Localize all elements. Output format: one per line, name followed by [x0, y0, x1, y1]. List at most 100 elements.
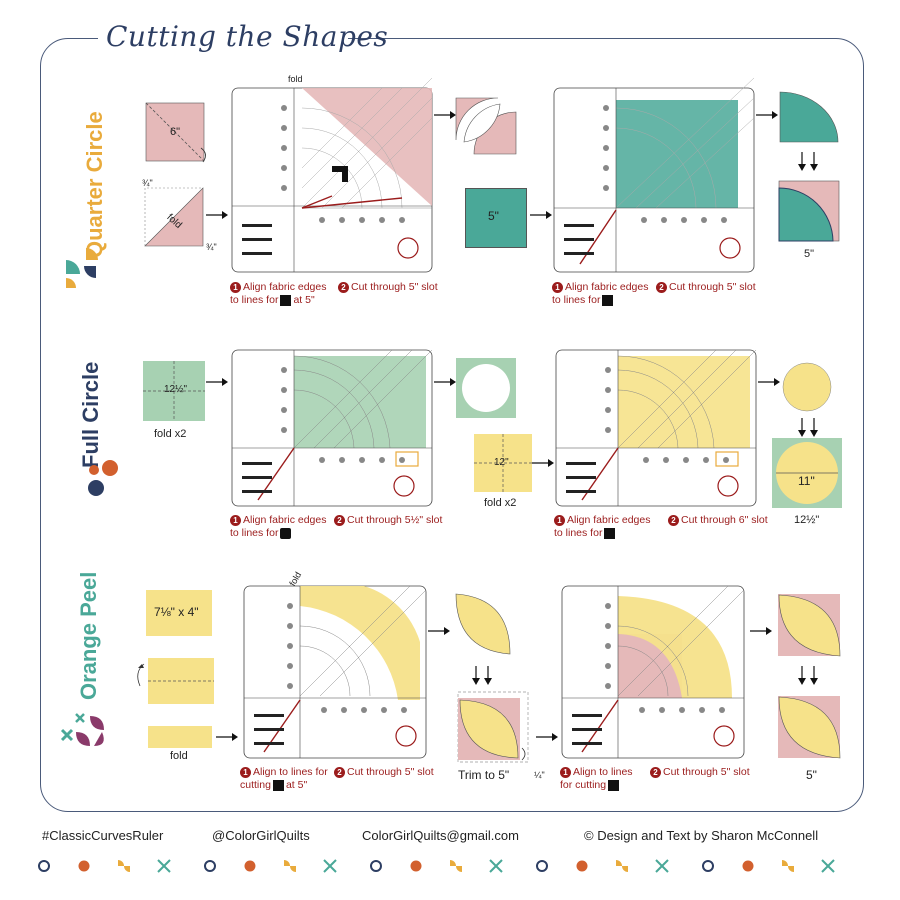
op-step1-caption: 1 Align to lines for cutting at 5" — [240, 766, 328, 792]
qc-result-block — [778, 180, 840, 242]
op-trim-block — [457, 691, 529, 763]
qc-step1-line2: to lines for — [230, 294, 279, 306]
fc-result-block — [772, 438, 842, 508]
op-yellow-petal — [455, 593, 511, 655]
arrow-right-icon — [536, 733, 558, 741]
fc-step1-line2: to lines for — [230, 527, 279, 539]
page-title: Cutting the Shapes — [106, 20, 389, 53]
qc-teal-size: 5" — [488, 209, 499, 223]
step-number-1: 1 — [240, 766, 251, 778]
op-result-size: 5" — [806, 768, 817, 782]
step-number-1: 1 — [552, 281, 563, 293]
op-step3-line2: for cutting — [560, 779, 607, 791]
step-number-2: 2 — [650, 766, 661, 778]
fc-step3-caption: 1 Align fabric edges to lines for — [554, 514, 650, 540]
op-yellow-rect — [146, 590, 212, 636]
footer-email: ColorGirlQuilts@gmail.com — [362, 828, 519, 843]
fc-step4-caption: 2 Cut through 6" slot — [668, 514, 768, 527]
fc-yellow-square — [474, 434, 532, 492]
op-folded-rect — [137, 658, 214, 704]
qc-teal-quarter — [779, 91, 839, 143]
fc-yellow-size: 12" — [494, 457, 509, 468]
qc-step3-line1: Align fabric edges — [565, 281, 649, 293]
fc-yellow-fold: fold x2 — [484, 497, 517, 509]
section-label-full-circle: Full Circle — [78, 361, 103, 468]
footer-handle: @ColorGirlQuilts — [212, 828, 310, 843]
op-trim-label: Trim to 5" — [458, 768, 510, 782]
footer-hashtag: #ClassicCurvesRuler — [42, 828, 164, 843]
qc-result-size: 5" — [804, 248, 815, 260]
double-down-arrow-icon — [798, 152, 818, 171]
arrow-right-icon — [750, 627, 772, 635]
double-down-arrow-icon — [798, 418, 818, 437]
arrow-right-icon — [428, 627, 450, 635]
qc-step1-suffix: at 5" — [293, 294, 315, 306]
quarter-slot-icon — [272, 779, 284, 791]
op-step3-caption: 1 Align to lines for cutting — [560, 766, 633, 792]
section-label-quarter-circle: Quarter Circle — [82, 111, 107, 258]
step-number-1: 1 — [230, 514, 241, 526]
arrow-right-icon — [756, 111, 778, 119]
arrow-right-icon — [758, 378, 780, 386]
fc-step2-caption: 2 Cut through 5½" slot — [334, 514, 442, 527]
arrow-right-icon — [530, 211, 552, 219]
arrow-right-icon — [434, 378, 456, 386]
op-step1-suffix: at 5" — [285, 779, 308, 791]
fc-square-size: 12½" — [164, 384, 188, 395]
op-result-block — [778, 696, 841, 759]
full-circle-logo-icon — [88, 460, 118, 496]
fc-step3-line2: to lines for — [554, 527, 603, 539]
qc-ruler-step1 — [231, 77, 433, 273]
step-number-2: 2 — [668, 514, 679, 526]
fc-step4-text: Cut through 6" slot — [681, 514, 768, 526]
double-down-arrow-icon — [798, 666, 818, 685]
step-number-2: 2 — [338, 281, 349, 293]
fc-ruler-step1 — [231, 349, 433, 507]
circle-slot-icon — [280, 527, 292, 539]
fc-step3-line1: Align fabric edges — [567, 514, 651, 526]
arrow-right-icon — [206, 378, 228, 386]
qc-pink-square — [145, 102, 206, 163]
qc-ruler-fold: fold — [288, 74, 303, 84]
page-frame — [40, 38, 864, 812]
circle-slot-icon — [604, 527, 616, 539]
op-petal-on-pink — [778, 594, 841, 657]
footer-credit: © Design and Text by Sharon McConnell — [584, 828, 819, 843]
quarter-slot-icon — [602, 294, 614, 306]
qc-step1-caption: 1 Align fabric edges to lines for at 5" — [230, 281, 326, 307]
qc-cut-pieces — [455, 97, 517, 155]
fc-step1-caption: 1 Align fabric edges to lines for — [230, 514, 326, 540]
op-ruler-step2 — [561, 585, 745, 759]
op-ruler-step1 — [243, 585, 427, 759]
step-number-1: 1 — [554, 514, 565, 526]
step-number-2: 2 — [334, 514, 345, 526]
qc-three-quarter-bottom: ¾" — [206, 242, 217, 252]
step-number-1: 1 — [560, 766, 571, 778]
step-number-2: 2 — [656, 281, 667, 293]
fc-fold-label: fold x2 — [154, 428, 187, 440]
double-down-arrow-icon — [472, 666, 492, 685]
fc-step1-line1: Align fabric edges — [243, 514, 327, 526]
fc-green-ring — [456, 358, 516, 418]
op-step1-line1: Align to lines for — [253, 766, 328, 778]
op-step3-line1: Align to lines — [573, 766, 633, 778]
op-quarter-label: ¼" — [534, 770, 545, 780]
op-rect-size: 7⅛" x 4" — [154, 605, 199, 619]
qc-step4-text: Cut through 5" slot — [669, 281, 756, 293]
fc-yellow-circle — [782, 362, 832, 412]
arrow-right-icon — [216, 733, 238, 741]
qc-step2-caption: 2 Cut through 5" slot — [338, 281, 438, 294]
qc-square-size: 6" — [170, 126, 181, 138]
quarter-slot-icon — [280, 294, 292, 306]
fc-step2-text: Cut through 5½" slot — [347, 514, 443, 526]
op-step2-caption: 2 Cut through 5" slot — [334, 766, 434, 779]
qc-step3-caption: 1 Align fabric edges to lines for — [552, 281, 648, 307]
op-step4-text: Cut through 5" slot — [663, 766, 750, 778]
op-fold-label: fold — [170, 750, 188, 762]
decorative-border-pattern — [38, 859, 835, 873]
fc-result-size: 12½" — [794, 514, 820, 526]
fc-green-square — [143, 361, 205, 421]
step-number-1: 1 — [230, 281, 241, 293]
qc-pink-triangle — [144, 187, 204, 247]
op-step1-line2: cutting — [240, 779, 271, 791]
